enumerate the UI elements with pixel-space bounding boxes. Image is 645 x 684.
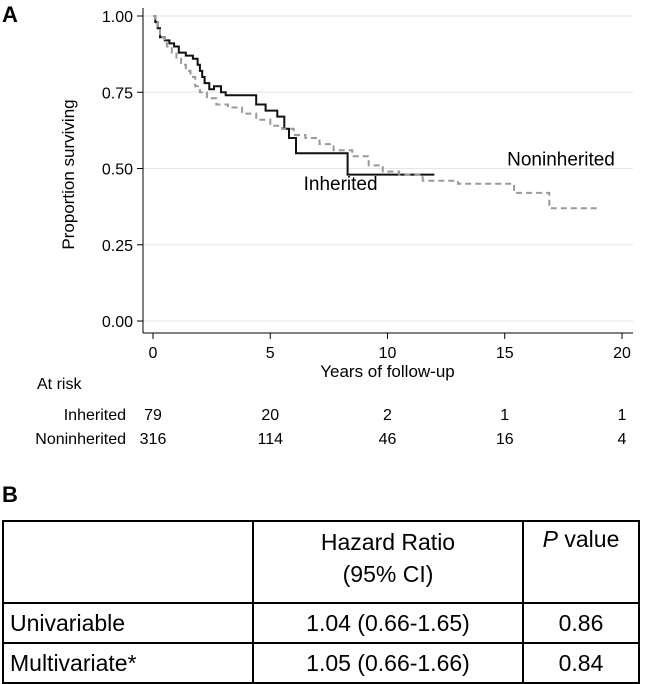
y-axis-label: Proportion surviving xyxy=(59,99,78,249)
row-label: Multivariate* xyxy=(2,642,254,684)
row-hazard-ratio: 1.05 (0.66-1.66) xyxy=(252,642,524,684)
header-p-rest: value xyxy=(557,526,620,552)
header-hazard-ratio: Hazard Ratio (95% CI) xyxy=(252,520,524,604)
curve-annotation: Noninherited xyxy=(507,149,615,170)
row-hazard-ratio: 1.04 (0.66-1.65) xyxy=(252,602,524,644)
header-p-italic: P xyxy=(542,526,558,552)
table-header-row: Hazard Ratio (95% CI) P value xyxy=(2,520,640,604)
x-tick-label: 10 xyxy=(379,345,397,362)
survival-curves xyxy=(153,15,601,210)
at-risk-count: 46 xyxy=(379,431,397,448)
series-line-inherited xyxy=(153,15,435,176)
at-risk-count: 2 xyxy=(383,407,392,424)
table-row: Univariable 1.04 (0.66-1.65) 0.86 xyxy=(2,602,640,644)
hazard-ratio-table: Hazard Ratio (95% CI) P value Univariabl… xyxy=(2,520,640,684)
gridlines xyxy=(143,15,633,322)
y-tick-label: 0.75 xyxy=(102,85,133,102)
header-blank-cell xyxy=(2,520,254,604)
axes: 0.00 0.25 0.50 0.75 1.00 0 5 10 15 20 xyxy=(102,8,633,362)
at-risk-count: 316 xyxy=(140,431,167,448)
x-axis-label: Years of follow-up xyxy=(320,362,455,381)
x-tick-label: 20 xyxy=(613,345,631,362)
row-label: Univariable xyxy=(2,602,254,644)
row-p-value: 0.84 xyxy=(522,642,640,684)
at-risk-title: At risk xyxy=(37,376,82,393)
at-risk-count: 16 xyxy=(496,431,514,448)
at-risk-count: 114 xyxy=(257,431,283,448)
at-risk-count: 4 xyxy=(618,431,627,448)
table-row: Multivariate* 1.05 (0.66-1.66) 0.84 xyxy=(2,642,640,684)
panel-a-label: A xyxy=(2,2,18,27)
header-hazard-line1: Hazard Ratio xyxy=(320,529,456,555)
at-risk-count: 1 xyxy=(500,407,509,424)
y-tick-label: 0.25 xyxy=(102,238,133,255)
at-risk-count: 79 xyxy=(144,407,162,424)
series-line-noninherited xyxy=(153,15,601,210)
header-hazard-line2: (95% CI) xyxy=(342,561,434,587)
at-risk-row-label: Noninherited xyxy=(35,431,126,448)
y-tick-label: 0.00 xyxy=(102,314,133,331)
row-p-value: 0.86 xyxy=(522,602,640,644)
header-p-value: P value xyxy=(522,520,640,604)
at-risk-table: At risk Inherited 79 20 2 1 1 Noninherited 316 11… xyxy=(35,376,626,448)
x-tick-label: 0 xyxy=(149,345,158,362)
panel-b-label: B xyxy=(2,482,18,507)
at-risk-count: 1 xyxy=(618,407,627,424)
at-risk-count: 20 xyxy=(261,407,279,424)
curve-annotation: Inherited xyxy=(304,174,378,195)
survival-chart: 0.00 0.25 0.50 0.75 1.00 0 5 10 15 20 Years of fo… xyxy=(35,8,633,448)
y-tick-label: 0.50 xyxy=(102,162,133,179)
at-risk-row-label: Inherited xyxy=(64,407,126,424)
chart-labels: Years of follow-up Proportion surviving In… xyxy=(59,99,615,381)
x-tick-label: 5 xyxy=(266,345,275,362)
x-tick-label: 15 xyxy=(496,345,514,362)
y-tick-label: 1.00 xyxy=(102,9,133,26)
